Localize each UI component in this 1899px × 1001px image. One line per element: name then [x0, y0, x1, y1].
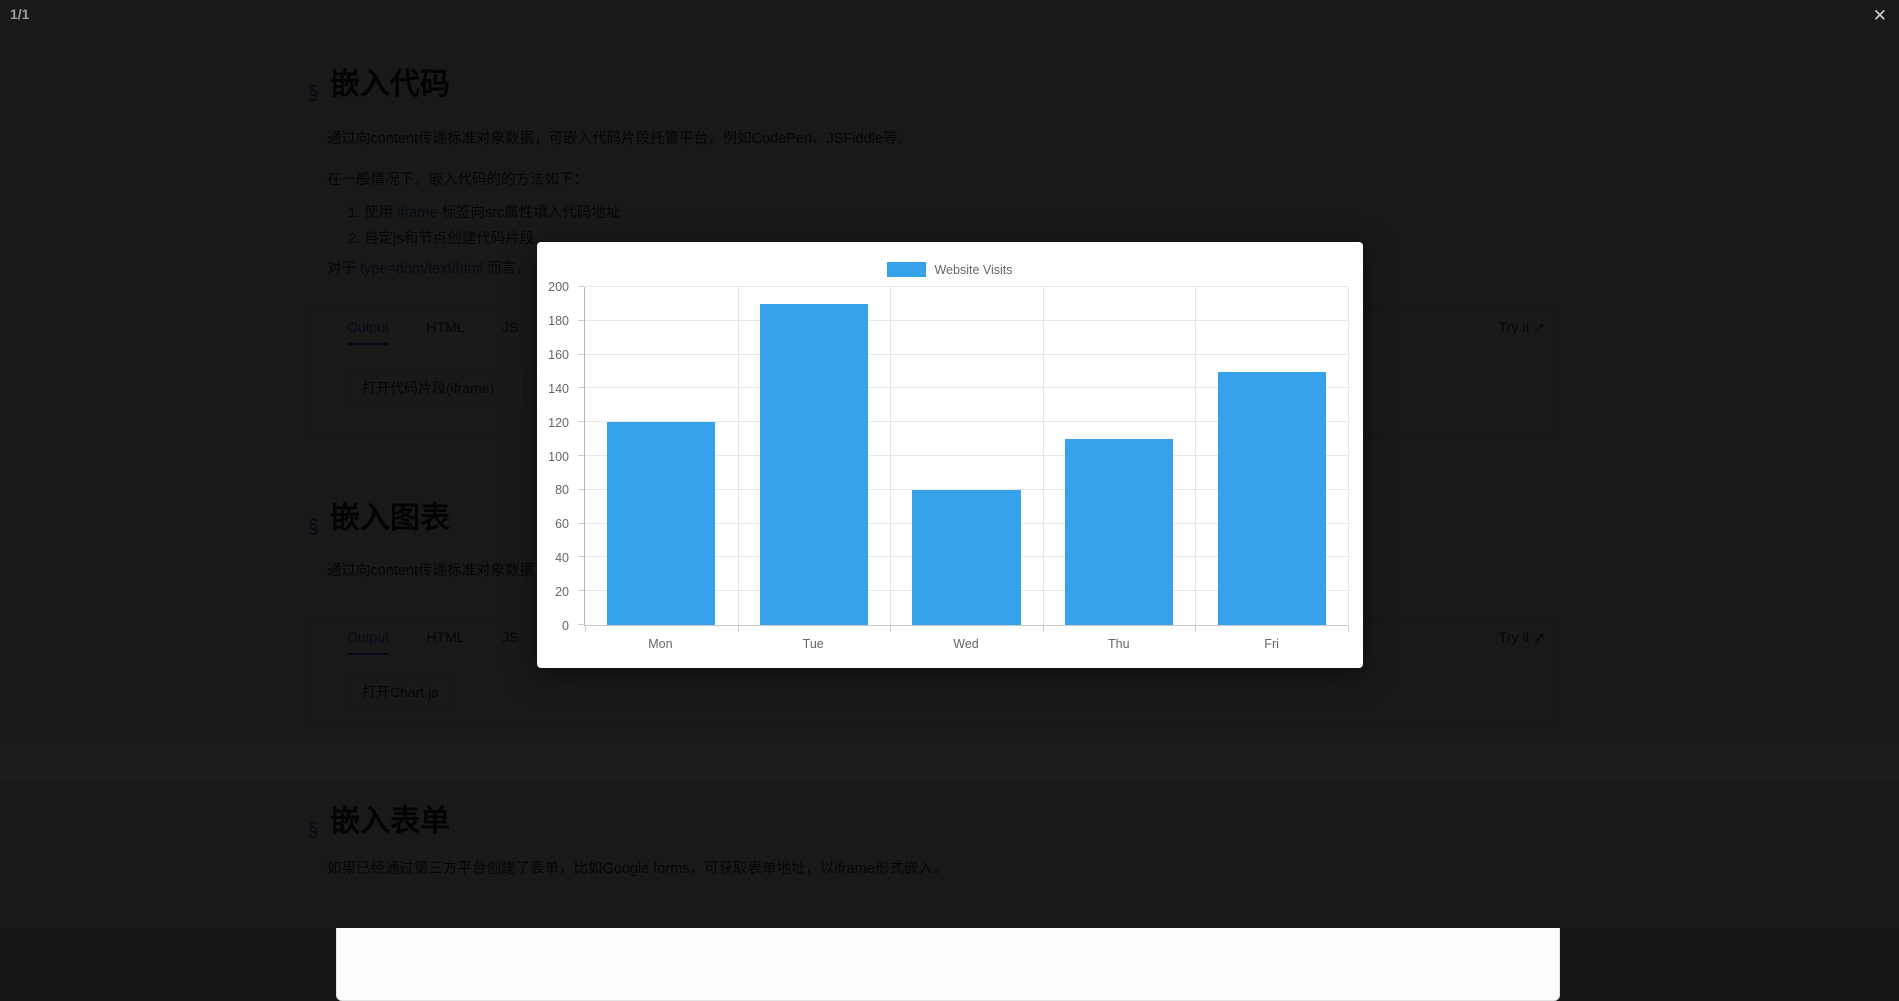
x-tick: [1043, 626, 1044, 632]
form-embed-panel: [336, 921, 1560, 1001]
page-gap-band: [0, 745, 1899, 781]
x-tick: [585, 626, 586, 632]
bar-wed: [912, 490, 1020, 625]
y-tick-label: 60: [555, 518, 569, 530]
bar-thu: [1065, 439, 1173, 625]
gridline: [1195, 287, 1196, 625]
y-tick: [578, 421, 584, 422]
y-tick: [578, 624, 584, 625]
image-counter: 1/1: [10, 6, 29, 22]
gridline: [1043, 287, 1044, 625]
y-tick-label: 80: [555, 484, 569, 496]
gridline: [585, 320, 1348, 321]
y-tick: [578, 320, 584, 321]
y-tick: [578, 354, 584, 355]
y-tick: [578, 455, 584, 456]
y-tick-label: 180: [548, 315, 569, 327]
bar-mon: [607, 422, 715, 625]
gridline: [890, 287, 891, 625]
chart-preview-card: Website Visits 0 20 40 60 80 100 120 140 160 180 2…: [537, 242, 1363, 668]
x-tick: [738, 626, 739, 632]
y-tick: [578, 489, 584, 490]
legend-label: Website Visits: [934, 263, 1012, 277]
gridline: [585, 286, 1348, 287]
y-tick: [578, 286, 584, 287]
y-tick: [578, 556, 584, 557]
gridline: [738, 287, 739, 625]
chart-legend[interactable]: Website Visits: [537, 262, 1363, 277]
y-tick-label: 160: [548, 349, 569, 361]
close-icon[interactable]: ✕: [1873, 4, 1887, 28]
x-tick: [890, 626, 891, 632]
x-tick: [1195, 626, 1196, 632]
y-tick-label: 0: [562, 620, 569, 632]
y-tick-label: 100: [548, 451, 569, 463]
chart-plot: [584, 287, 1348, 626]
bar-tue: [760, 304, 868, 625]
y-tick-label: 140: [548, 383, 569, 395]
x-tick-label: Wed: [953, 637, 978, 651]
gridline: [1348, 287, 1349, 625]
x-tick-label: Mon: [648, 637, 672, 651]
y-tick-label: 120: [548, 417, 569, 429]
x-tick-label: Thu: [1108, 637, 1130, 651]
gridline: [585, 354, 1348, 355]
x-tick-label: Tue: [803, 637, 824, 651]
bar-fri: [1218, 372, 1326, 626]
x-tick-label: Fri: [1264, 637, 1279, 651]
y-tick-label: 200: [548, 281, 569, 293]
y-tick-label: 20: [555, 586, 569, 598]
x-tick: [1348, 626, 1349, 632]
y-tick: [578, 590, 584, 591]
chart-x-axis-labels: Mon Tue Wed Thu Fri: [584, 637, 1348, 655]
legend-color-swatch: [887, 262, 926, 277]
y-tick: [578, 523, 584, 524]
y-tick: [578, 387, 584, 388]
y-tick-label: 40: [555, 552, 569, 564]
